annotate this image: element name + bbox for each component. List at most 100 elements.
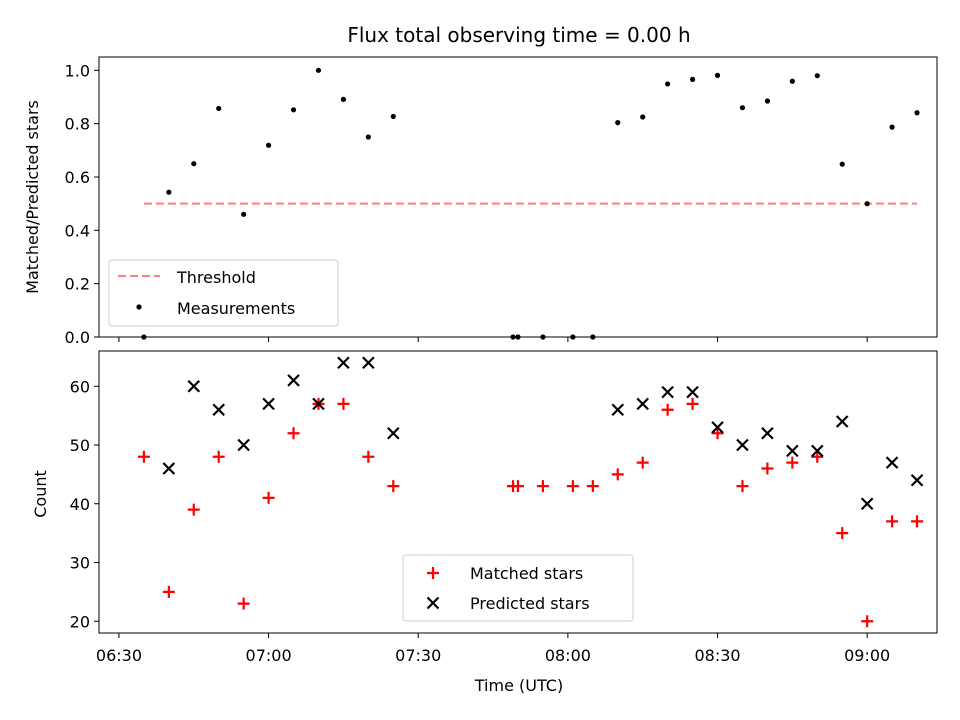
measurement-point <box>640 114 646 120</box>
top-legend-box <box>108 259 339 327</box>
bottom-x-tick-label: 08:30 <box>694 646 740 665</box>
legend-measurements-swatch <box>136 304 142 310</box>
legend-matched-swatch <box>427 567 439 579</box>
measurement-point <box>191 161 197 167</box>
top-y-tick-label: 0.0 <box>65 328 90 347</box>
bottom-y-tick-label: 30 <box>70 554 90 573</box>
top-y-tick-label: 1.0 <box>65 61 90 80</box>
matched-star-point <box>137 450 150 463</box>
predicted-star-point <box>337 356 350 370</box>
matched-star-point <box>636 456 649 469</box>
measurement-point <box>340 96 347 102</box>
matched-star-point <box>886 515 899 528</box>
measurement-point <box>216 105 222 112</box>
predicted-star-point <box>661 385 674 399</box>
top-y-axis-label: Matched/Predicted stars <box>23 100 42 294</box>
matched-star-point <box>512 480 524 493</box>
matched-star-point <box>566 480 579 493</box>
legend-matched-label: Matched stars <box>470 564 583 583</box>
measurement-point <box>365 134 371 140</box>
measurement-point <box>390 113 396 120</box>
bottom-frame <box>98 350 938 634</box>
legend-measurements-label: Measurements <box>177 299 295 318</box>
measurement-point <box>241 211 247 217</box>
matched-star-point <box>536 480 549 493</box>
measurement-point <box>166 189 172 195</box>
measurement-point <box>889 124 895 130</box>
predicted-star-point <box>711 421 724 434</box>
measurement-point <box>290 107 297 113</box>
predicted-star-point <box>237 438 250 452</box>
bottom-x-tick-label: 09:00 <box>844 646 890 665</box>
predicted-star-point <box>287 374 300 387</box>
matched-star-point <box>736 480 749 493</box>
matched-star-point <box>811 450 824 463</box>
measurement-point <box>265 142 272 148</box>
predicted-star-point <box>212 403 225 417</box>
chart-title: Flux total observing time = 0.00 h <box>347 23 690 47</box>
predicted-star-point <box>910 473 924 487</box>
top-y-tick-label: 0.2 <box>65 275 90 294</box>
bottom-y-tick-label: 20 <box>70 612 90 631</box>
matched-star-point <box>586 480 599 493</box>
matched-star-point <box>911 515 924 528</box>
predicted-star-point <box>835 415 849 428</box>
matched-star-point <box>611 468 624 481</box>
measurement-point <box>839 161 845 167</box>
predicted-star-point <box>187 379 201 393</box>
top-y-tick-label: 0.4 <box>65 221 90 240</box>
x-axis-label: Time (UTC) <box>474 676 563 695</box>
measurement-point <box>914 110 920 116</box>
bottom-y-tick-label: 40 <box>70 495 90 514</box>
matched-star-point <box>237 597 250 610</box>
bottom-y-tick-label: 50 <box>70 436 90 455</box>
measurement-point <box>615 120 621 126</box>
top-frame <box>98 56 938 338</box>
matched-star-point <box>761 462 774 475</box>
matched-star-point <box>287 427 300 440</box>
predicted-star-point <box>162 462 176 475</box>
measurement-point <box>864 201 870 207</box>
predicted-star-point <box>312 397 325 411</box>
matched-star-point <box>387 480 400 493</box>
predicted-star-point <box>686 385 699 399</box>
predicted-star-point <box>761 426 774 440</box>
predicted-star-point <box>262 397 275 411</box>
legend-predicted-label: Predicted stars <box>470 594 590 613</box>
predicted-star-point <box>611 403 625 417</box>
predicted-star-point <box>786 444 799 458</box>
bottom-x-tick-label: 06:30 <box>96 646 142 665</box>
bottom-x-tick-label: 08:00 <box>545 646 591 665</box>
measurement-point <box>689 76 696 82</box>
matched-star-point <box>711 427 724 440</box>
predicted-star-point <box>885 456 899 469</box>
predicted-star-point <box>860 497 874 511</box>
measurement-point <box>764 98 771 104</box>
bottom-plot: 20 30 40 50 60 06:30 07:00 07:30 08:00 08:30 09:00… <box>70 350 938 665</box>
matched-star-point <box>262 491 275 504</box>
predicted-star-point <box>362 356 375 370</box>
bottom-y-axis-label: Count <box>31 470 50 518</box>
predicted-star-point <box>636 397 649 411</box>
matched-star-point <box>786 456 799 469</box>
measurement-point <box>814 73 820 79</box>
legend-threshold-label: Threshold <box>176 268 256 287</box>
measurement-point <box>665 81 671 87</box>
matched-star-point <box>212 450 225 463</box>
predicted-star-point <box>736 438 749 452</box>
top-y-tick-label: 0.8 <box>65 115 90 134</box>
matched-star-point <box>836 527 849 540</box>
matched-star-point <box>162 585 175 598</box>
matched-star-point <box>187 503 200 516</box>
matched-star-point <box>337 397 350 410</box>
top-y-tick-label: 0.6 <box>65 168 90 187</box>
measurement-point <box>739 105 746 111</box>
legend-predicted-swatch <box>426 596 440 610</box>
matched-star-point <box>362 450 375 463</box>
bottom-legend: Matched stars Predicted stars <box>402 554 634 622</box>
bottom-x-tick-label: 07:30 <box>395 646 441 665</box>
top-plot: 0.0 0.2 0.4 0.6 0.8 1.0 Threshold Measurements <box>65 56 938 347</box>
top-legend: Threshold Measurements <box>108 259 339 327</box>
measurement-point <box>714 72 721 78</box>
